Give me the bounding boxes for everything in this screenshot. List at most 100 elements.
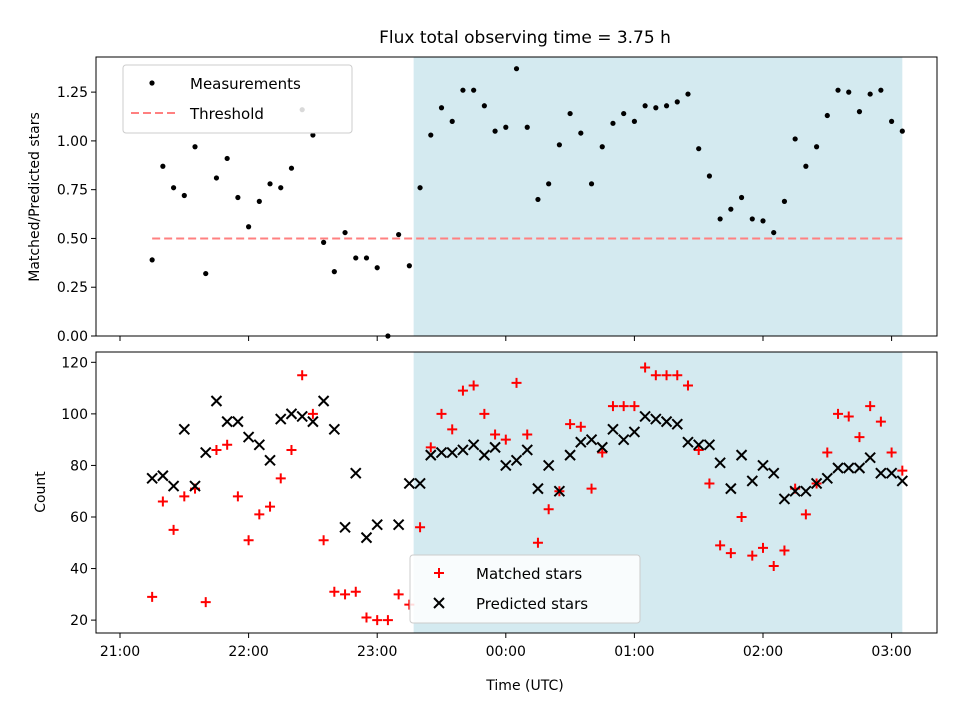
measurement-point [288,165,295,171]
bottom-y-tick-label: 100 [61,407,88,423]
predicted-star-point [200,446,212,459]
matched-star-point [575,421,586,432]
top-highlight-span [413,57,903,336]
measurement-point [342,229,348,236]
measurement-point [835,87,841,93]
predicted-star-point [339,521,351,534]
predicted-star-point [735,449,748,461]
matched-star-point [875,416,886,427]
bottom-y-tick-label: 40 [70,562,88,578]
bottom-panel: 20 40 60 80 100 120 21:00 22:00 23:00 00:00 01:00 0… [61,351,938,660]
matched-star-point [833,408,844,419]
measurement-point [717,216,723,222]
predicted-star-point [146,472,158,485]
predicted-star-point [467,439,480,451]
measurement-point [438,105,445,111]
predicted-star-point [542,459,555,472]
measurement-point [610,120,616,126]
predicted-star-point [371,519,383,531]
matched-star-point [425,442,436,453]
measurement-point [599,144,605,150]
top-y-axis-label: Matched/Predicted stars [27,112,43,282]
matched-star-point [147,591,158,602]
matched-star-point [436,408,447,419]
measurement-point [363,255,370,261]
predicted-star-point [692,439,705,451]
matched-star-point [382,615,393,626]
legend-predicted-marker [433,597,445,609]
legend-matched-marker [434,568,444,578]
predicted-star-point [607,423,619,436]
measurement-point [771,229,777,236]
bottom-y-tick-label: 120 [61,355,88,371]
matched-star-point [607,401,618,412]
predicted-star-point [167,480,180,492]
predicted-star-point [553,485,566,497]
measurement-point [492,128,498,134]
measurement-point [278,185,284,191]
predicted-star-point [317,395,330,407]
predicted-star-point [414,477,426,490]
matched-star-point [490,429,501,440]
predicted-star-point [660,415,673,428]
predicted-star-point [778,493,791,505]
predicted-star-point [253,439,266,451]
bottom-y-tick-label: 60 [70,510,88,526]
predicted-star-point [703,439,716,451]
measurement-point [246,224,252,230]
predicted-star-point [510,454,523,466]
matched-star-point [693,444,704,455]
predicted-star-point [521,444,533,456]
predicted-star-point [157,470,169,482]
measurement-point [824,112,830,119]
predicted-star-point [360,531,373,544]
measurement-point [256,198,262,204]
predicted-star-point [628,426,641,438]
matched-star-point [715,540,726,551]
matched-star-point [372,615,383,626]
predicted-star-point [178,423,191,436]
measurement-point [460,87,466,93]
measurement-point [588,181,595,187]
predicted-star-point [392,519,405,531]
measurement-point [449,118,455,124]
predicted-star-point [757,459,769,472]
predicted-star-point [896,475,909,487]
measurement-point [203,270,209,277]
x-tick-label: 23:00 [357,644,397,660]
predicted-star-point [639,410,651,423]
measurement-point [385,333,391,339]
matched-star-point [747,550,758,561]
bottom-y-tick-label: 80 [70,458,88,474]
measurement-point [685,91,691,97]
predicted-star-point [832,462,844,474]
matched-star-point [618,401,629,412]
predicted-star-point [746,475,758,487]
top-axes-frame [95,56,938,337]
measurement-point [792,136,798,142]
legend-matched-label: Matched stars [476,565,582,583]
measurement-point [471,87,477,93]
matched-star-point [565,419,576,430]
measurement-point [213,175,220,181]
matched-star-point [597,447,608,458]
matched-star-point [865,401,876,412]
predicted-star-point [296,410,308,423]
x-tick-label: 00:00 [486,644,526,660]
predicted-star-point [189,480,201,492]
predicted-star-point [650,413,662,425]
bottom-y-tick-label: 20 [70,613,88,629]
predicted-star-point [768,467,780,479]
measurement-point [738,194,745,201]
measurement-point [856,109,863,115]
predicted-star-point [457,444,469,456]
measurement-point [642,103,648,109]
matched-star-point [447,424,458,435]
matched-star-point [479,408,490,419]
measurement-point [546,181,552,187]
matched-star-point [725,548,736,559]
predicted-star-point [478,449,491,461]
predicted-star-point [242,431,255,443]
matched-star-point [468,380,479,391]
